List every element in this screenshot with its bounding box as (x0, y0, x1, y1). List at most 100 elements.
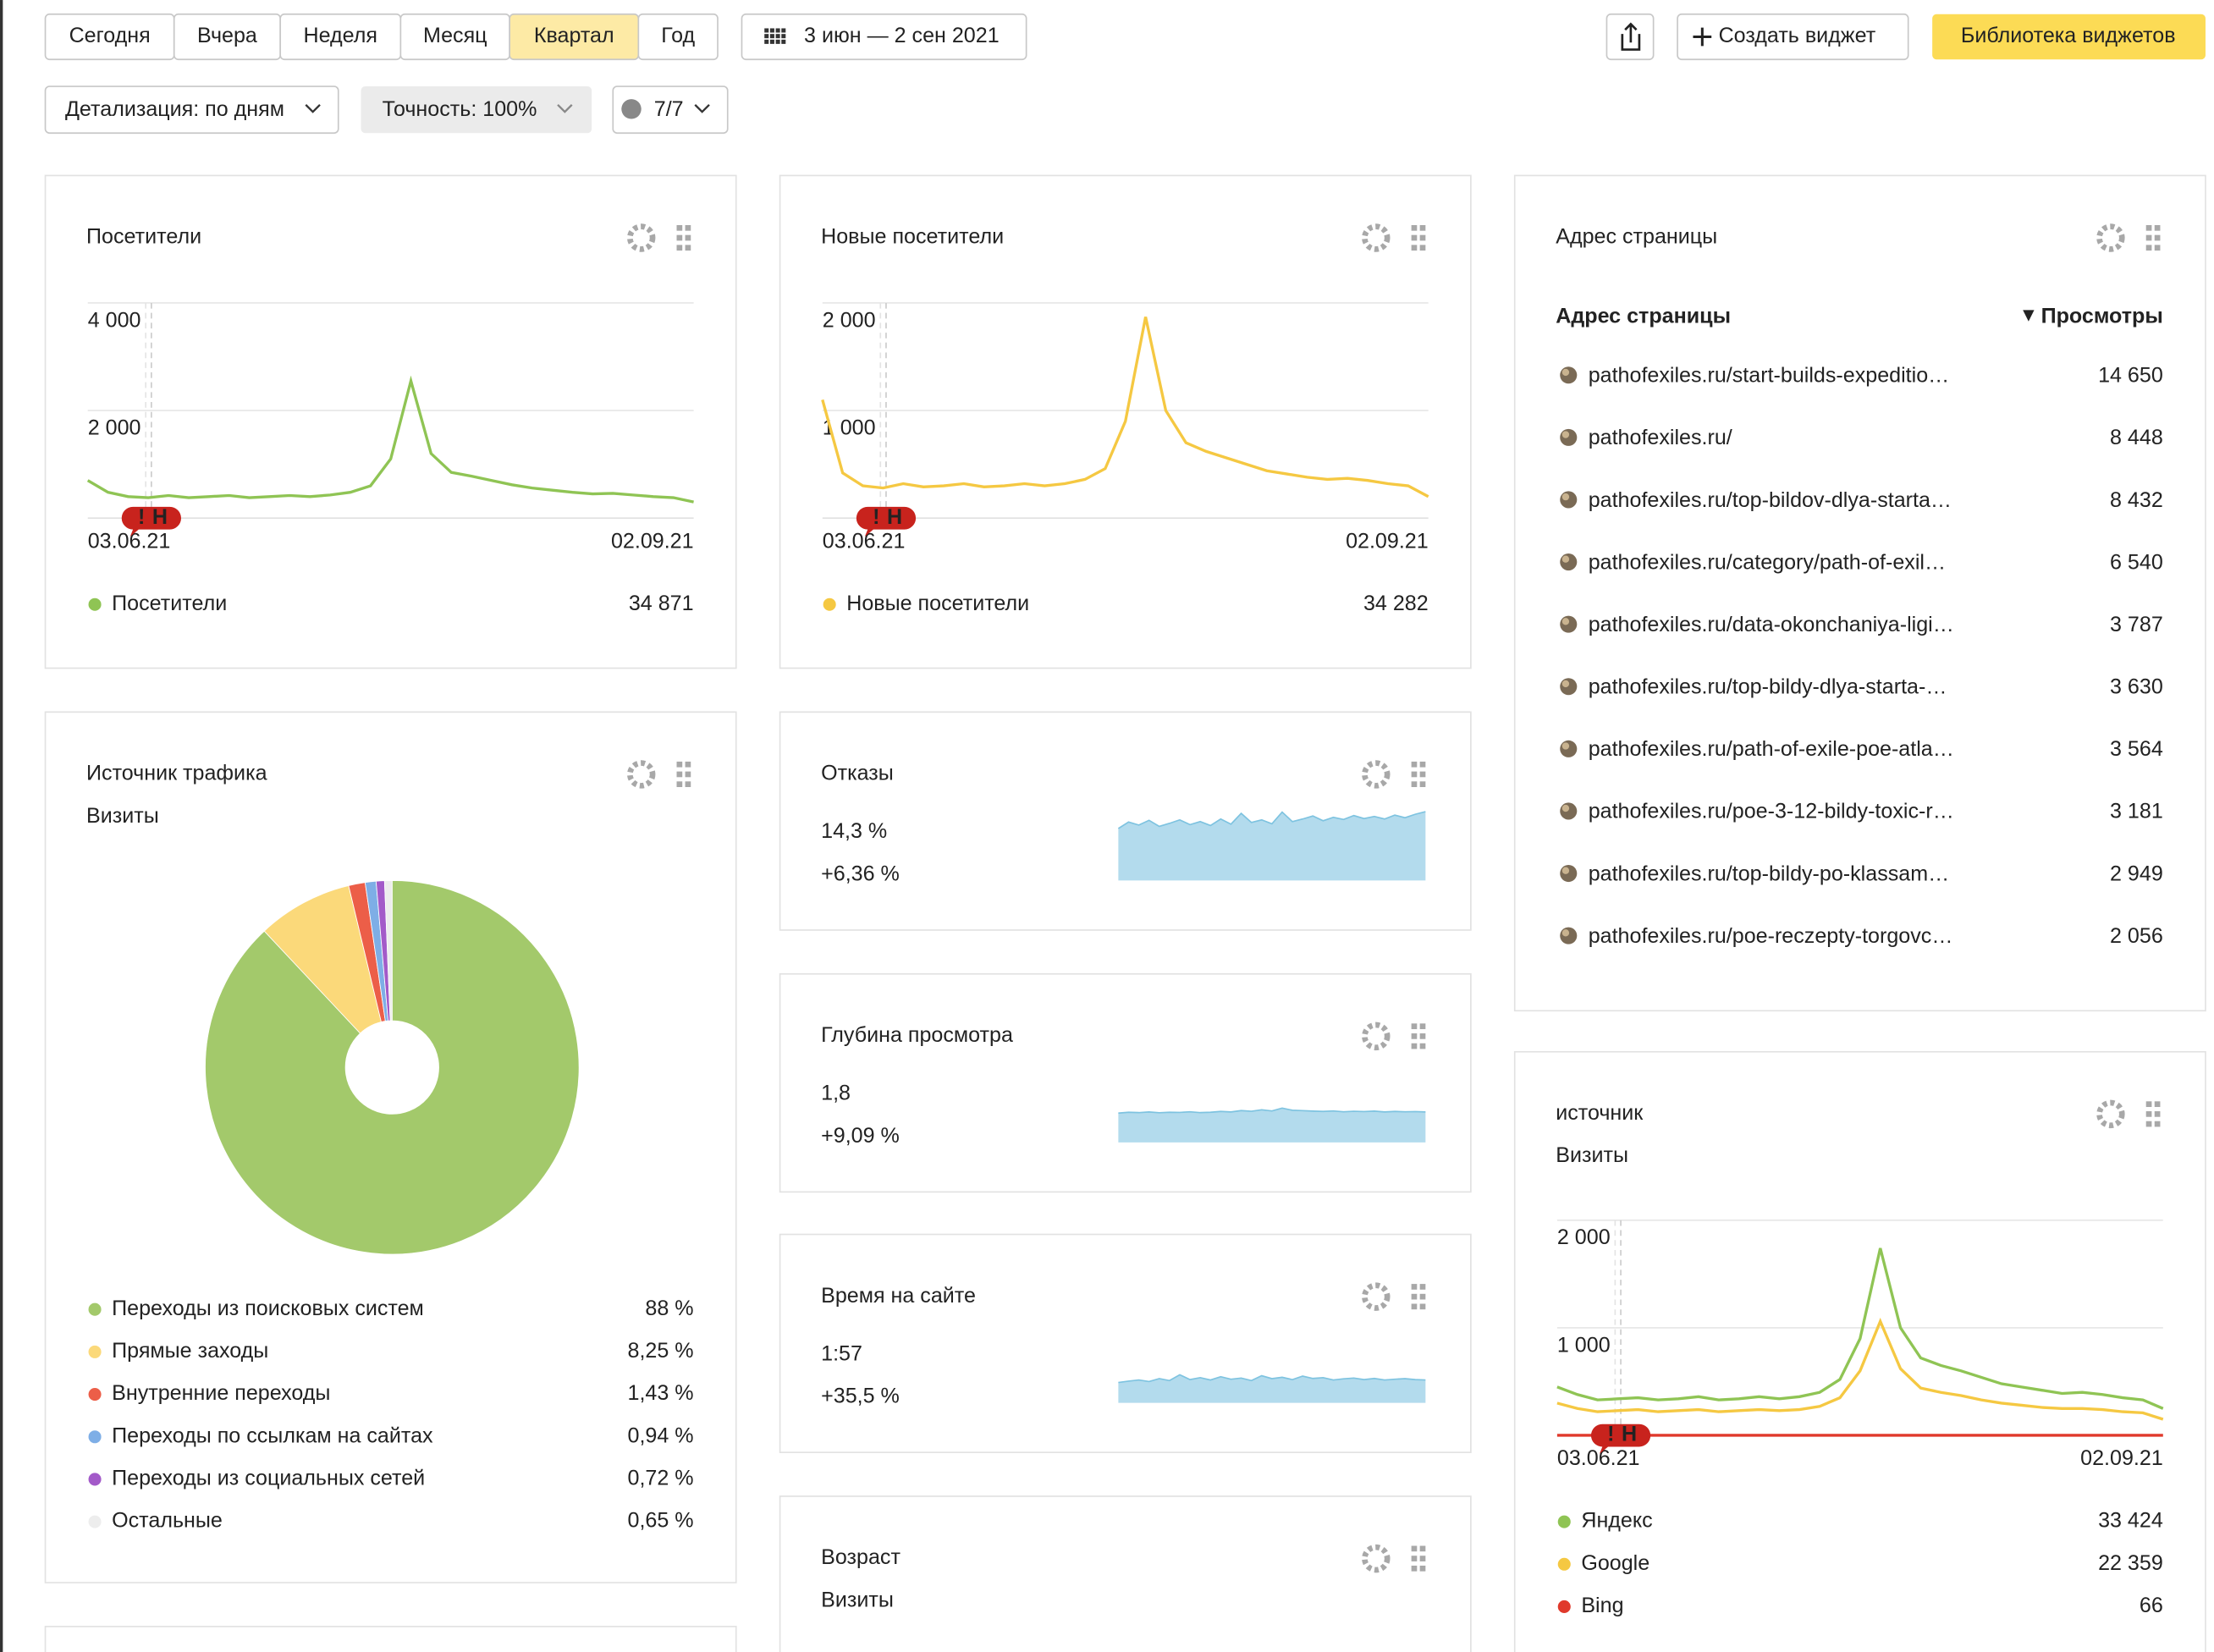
create-widget-button[interactable] (1677, 13, 1909, 61)
page-url[interactable]: pathofexiles.ru/top-bildy-po-klassam… (1589, 862, 1950, 885)
page-url[interactable]: pathofexiles.ru/category/path-of-exil… (1589, 550, 1946, 574)
drag-handle[interactable] (2154, 1121, 2161, 1127)
settings-icon[interactable] (1362, 1021, 1391, 1051)
settings-icon[interactable] (626, 223, 656, 252)
settings-icon[interactable] (1362, 223, 1391, 252)
drag-handle[interactable] (1419, 1023, 1426, 1030)
drag-handle[interactable] (1411, 1565, 1418, 1572)
page-url[interactable]: pathofexiles.ru/start-builds-expeditio… (1589, 364, 1950, 388)
drag-handle[interactable] (2145, 245, 2152, 251)
chevron (694, 103, 710, 113)
library-button[interactable] (1932, 14, 2206, 60)
drag-handle[interactable] (1411, 1284, 1418, 1290)
drag-handle[interactable] (1419, 1033, 1426, 1039)
drag-handle[interactable] (1411, 1303, 1418, 1310)
page-url[interactable]: pathofexiles.ru/top-bildy-dlya-starta-… (1589, 675, 1947, 699)
drag-handle[interactable] (1411, 771, 1418, 778)
settings-icon[interactable] (2096, 1099, 2125, 1129)
calendar-icon (769, 39, 774, 44)
date-range-button[interactable] (741, 13, 1027, 61)
drag-handle[interactable] (1411, 1033, 1418, 1039)
drag-handle[interactable] (685, 781, 691, 788)
drag-handle[interactable] (1411, 245, 1418, 251)
drag-handle[interactable] (2154, 1111, 2161, 1117)
drag-handle[interactable] (676, 761, 683, 768)
drag-handle[interactable] (2145, 1101, 2152, 1108)
period-label: Вчера (197, 24, 257, 47)
value-label: 1,43 % (628, 1381, 694, 1405)
settings-icon[interactable] (1362, 1544, 1391, 1573)
drag-handle[interactable] (1411, 224, 1418, 231)
favicon (1560, 428, 1578, 446)
legend-dot (1557, 1515, 1571, 1528)
drag-handle[interactable] (1419, 771, 1426, 778)
settings-icon[interactable] (1362, 1282, 1391, 1311)
drag-handle[interactable] (676, 781, 683, 788)
settings-icon[interactable] (626, 760, 656, 789)
drag-handle[interactable] (1419, 1545, 1426, 1552)
drag-handle[interactable] (1419, 781, 1426, 788)
settings-icon[interactable] (1362, 760, 1391, 789)
drag-handle[interactable] (676, 234, 683, 241)
drag-handle[interactable] (685, 224, 691, 231)
drag-handle[interactable] (1419, 224, 1426, 231)
drag-handle[interactable] (1419, 1284, 1426, 1290)
drag-handle[interactable] (2145, 1121, 2152, 1127)
drag-handle[interactable] (1419, 1556, 1426, 1561)
y-tick-label: 2 000 (823, 308, 876, 332)
drag-handle[interactable] (685, 761, 691, 768)
settings-icon[interactable] (2096, 223, 2125, 252)
drag-handle[interactable] (1411, 781, 1418, 788)
favicon (1560, 553, 1578, 571)
drag-handle[interactable] (676, 771, 683, 778)
drag-handle[interactable] (1419, 1565, 1426, 1572)
accuracy-button[interactable] (361, 86, 592, 134)
page-url[interactable]: pathofexiles.ru/data-okonchaniya-ligi… (1589, 613, 1954, 636)
page-url[interactable]: pathofexiles.ru/ (1589, 426, 1732, 449)
drag-handle[interactable] (1411, 1023, 1418, 1030)
drag-handle[interactable] (1411, 234, 1418, 241)
page-url[interactable]: pathofexiles.ru/top-bildov-dlya-starta… (1589, 488, 1952, 512)
drag-handle[interactable] (676, 224, 683, 231)
x-tick-label: 03.06.21 (88, 529, 171, 553)
drag-handle[interactable] (1419, 245, 1426, 251)
legend-label: Посетители (112, 592, 227, 615)
drag-handle[interactable] (1419, 761, 1426, 768)
drag-handle[interactable] (1411, 1293, 1418, 1300)
drag-handle[interactable] (1411, 1545, 1418, 1552)
drag-handle[interactable] (1411, 1556, 1418, 1561)
drag-handle[interactable] (1419, 1303, 1426, 1310)
page-views: 6 540 (2110, 550, 2163, 574)
event-marker (1590, 1423, 1651, 1454)
page-url[interactable]: pathofexiles.ru/path-of-exile-poe-atla… (1589, 737, 1954, 761)
page-url[interactable]: pathofexiles.ru/poe-reczepty-torgovc… (1589, 924, 1953, 948)
drag-handle[interactable] (1411, 1043, 1418, 1049)
drag-handle[interactable] (2154, 1101, 2161, 1108)
drag-handle[interactable] (685, 771, 691, 778)
drag-handle[interactable] (676, 245, 683, 251)
drag-handle[interactable] (2145, 234, 2152, 241)
detail-button[interactable] (44, 85, 339, 135)
segments-button[interactable] (612, 85, 729, 135)
drag-handle[interactable] (1419, 234, 1426, 241)
drag-handle[interactable] (2154, 234, 2161, 241)
drag-handle[interactable] (1411, 761, 1418, 768)
period-button[interactable] (637, 13, 719, 61)
drag-handle[interactable] (1419, 1043, 1426, 1049)
event-marker-label: ! (138, 505, 145, 529)
drag-handle[interactable] (2154, 245, 2161, 251)
x-tick-label: 02.09.21 (2080, 1446, 2163, 1470)
drag-handle[interactable] (1419, 1293, 1426, 1300)
calendar-icon (775, 28, 780, 33)
legend-label: Переходы из социальных сетей (112, 1467, 425, 1490)
drag-handle[interactable] (2145, 1111, 2152, 1117)
drag-handle[interactable] (685, 245, 691, 251)
event-marker-label: ! (1607, 1423, 1614, 1446)
drag-handle[interactable] (2154, 224, 2161, 231)
sparkline-area (1118, 1374, 1426, 1403)
favicon-detail (1561, 742, 1570, 750)
drag-handle[interactable] (2145, 224, 2152, 231)
drag-handle[interactable] (685, 234, 691, 241)
page-url[interactable]: pathofexiles.ru/poe-3-12-bildy-toxic-r… (1589, 800, 1954, 823)
